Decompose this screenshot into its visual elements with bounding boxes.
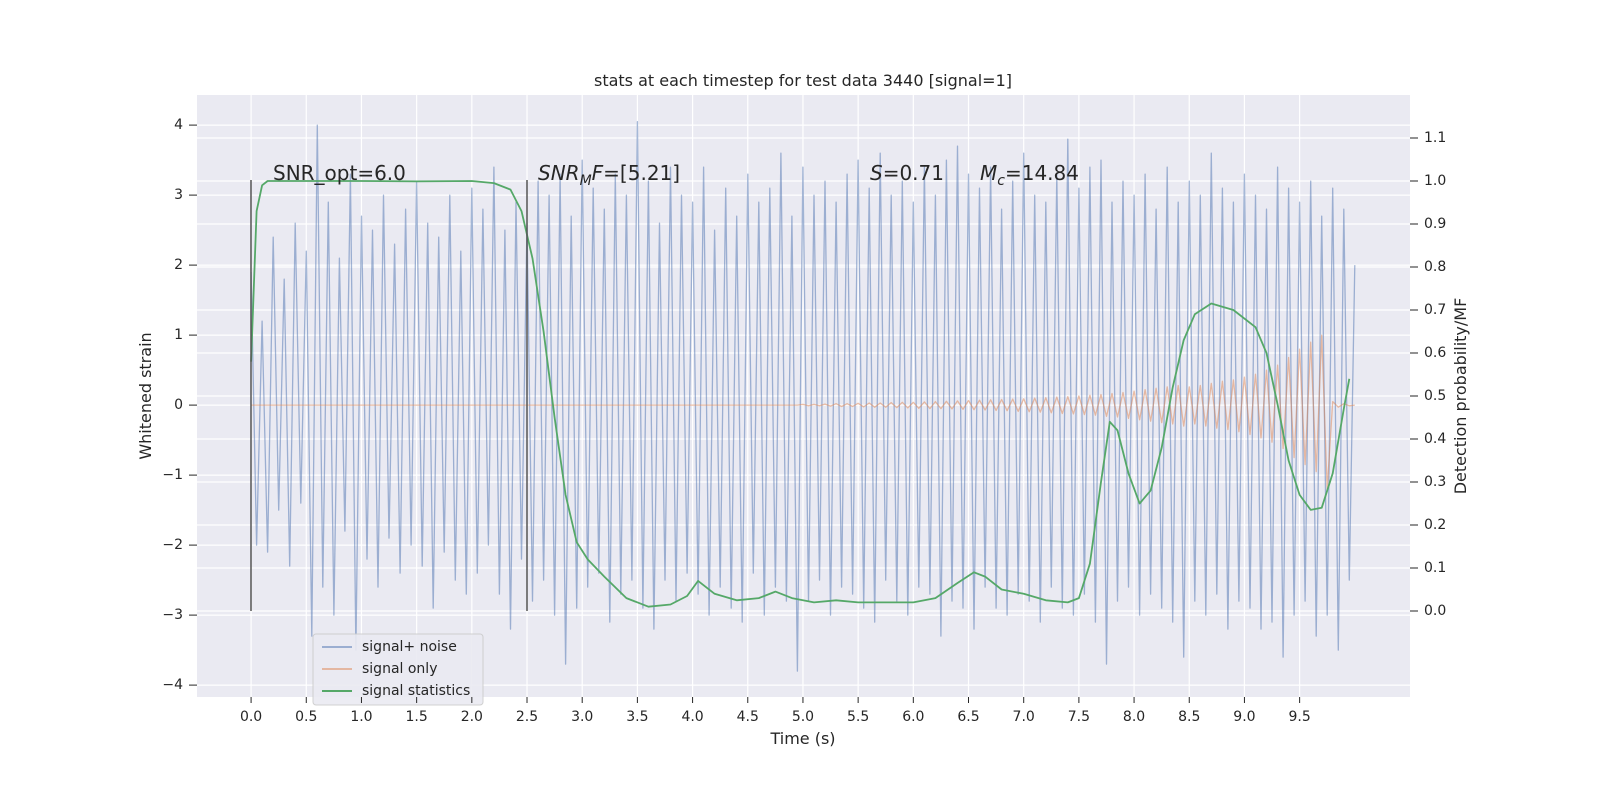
x-tick-label: 2.5	[516, 709, 538, 725]
y-tick-label: −2	[162, 537, 183, 553]
x-tick-label: 4.5	[737, 709, 759, 725]
x-tick-label: 0.0	[240, 709, 262, 725]
y2-tick-label: 0.0	[1424, 603, 1446, 619]
series-line	[250, 180, 1351, 608]
legend-label: signal statistics	[362, 683, 470, 699]
x-tick-label: 5.0	[792, 709, 814, 725]
x-tick-label: 8.5	[1178, 709, 1200, 725]
y-tick-label: 4	[174, 117, 183, 133]
y2-tick-label: 0.4	[1424, 431, 1446, 447]
x-axis-label: Time (s)	[769, 729, 835, 748]
x-tick-label: 9.0	[1233, 709, 1255, 725]
x-tick-label: 6.5	[957, 709, 979, 725]
x-tick-label: 7.5	[1068, 709, 1090, 725]
y-tick-label: −1	[162, 467, 183, 483]
legend-label: signal+ noise	[362, 639, 457, 655]
y2-tick-label: 0.5	[1424, 388, 1446, 404]
x-tick-label: 4.0	[681, 709, 703, 725]
x-tick-label: 3.0	[571, 709, 593, 725]
y-tick-label: −3	[162, 607, 183, 623]
x-tick-label: 6.0	[902, 709, 924, 725]
x-tick-label: 9.5	[1288, 709, 1310, 725]
y-tick-label: −4	[162, 677, 183, 693]
x-tick-label: 7.0	[1013, 709, 1035, 725]
y2-tick-label: 0.8	[1424, 259, 1446, 275]
series-line	[250, 120, 1356, 672]
chart-title: stats at each timestep for test data 344…	[594, 71, 1012, 90]
x-tick-label: 3.5	[626, 709, 648, 725]
y2-tick-label: 1.1	[1424, 130, 1446, 146]
y2-tick-label: 0.2	[1424, 517, 1446, 533]
x-tick-label: 1.5	[406, 709, 428, 725]
series-line	[251, 334, 1355, 490]
y2-tick-label: 0.6	[1424, 345, 1446, 361]
y2-axis-label: Detection probability/MF	[1451, 298, 1470, 495]
x-tick-label: 2.0	[461, 709, 483, 725]
legend-label: signal only	[362, 661, 437, 677]
legend: signal+ noise signal only signal statistic…	[312, 633, 484, 706]
y2-tick-label: 1.0	[1424, 173, 1446, 189]
y-tick-label: 3	[174, 187, 183, 203]
y2-tick-label: 0.9	[1424, 216, 1446, 232]
x-tick-label: 5.5	[847, 709, 869, 725]
annotation: SNRMF=[5.21]	[538, 161, 680, 189]
annotation: S=0.71	[870, 161, 944, 185]
x-tick-label: 1.0	[350, 709, 372, 725]
y2-tick-label: 0.7	[1424, 302, 1446, 318]
x-tick-label: 8.0	[1123, 709, 1145, 725]
y-axis-label: Whitened strain	[136, 332, 155, 459]
legend-box	[312, 633, 484, 706]
y2-tick-label: 0.1	[1424, 560, 1446, 576]
annotation: Mc=14.84	[980, 161, 1079, 189]
y-tick-label: 1	[174, 327, 183, 343]
y-tick-label: 2	[174, 257, 183, 273]
annotation: SNR_opt=6.0	[273, 161, 406, 185]
y-tick-label: 0	[174, 397, 183, 413]
x-tick-label: 0.5	[295, 709, 317, 725]
y2-tick-label: 0.3	[1424, 474, 1446, 490]
marks	[250, 120, 1356, 672]
